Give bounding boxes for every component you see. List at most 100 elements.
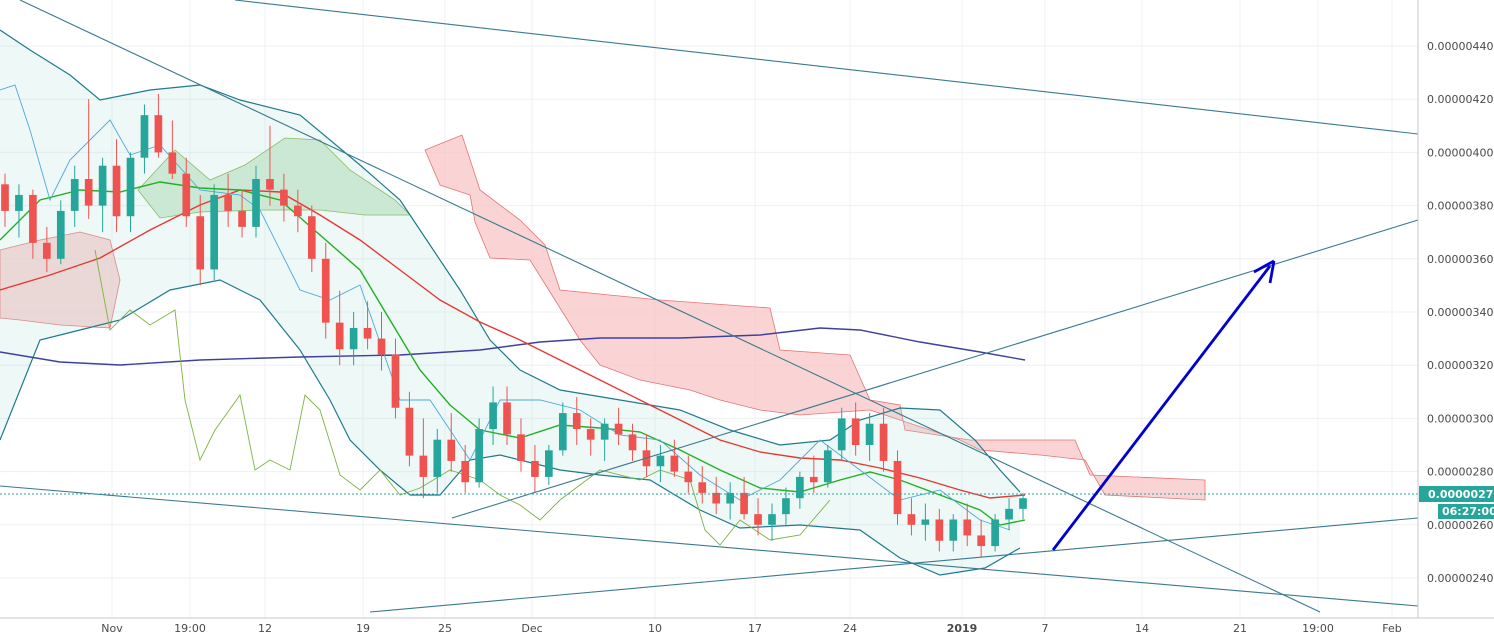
candle-up	[210, 194, 219, 270]
y-tick-label: 0.00000340	[1427, 306, 1493, 319]
candle-down	[977, 535, 985, 547]
indicator-overlays	[0, 29, 1206, 576]
candle-up	[1019, 498, 1027, 509]
candle-down	[517, 434, 525, 461]
candle-up	[475, 429, 483, 483]
candle-down	[893, 460, 902, 515]
candle-up	[545, 450, 553, 477]
candle-down	[168, 152, 177, 174]
candle-down	[335, 322, 344, 350]
ichimoku-cloud-bear	[424, 134, 1206, 501]
x-tick-label: 25	[438, 622, 452, 635]
y-tick-label: 0.00000420	[1427, 93, 1493, 106]
last-price-tag: 0.00000270	[1419, 486, 1494, 502]
trendline-descending	[19, 0, 1321, 613]
candle-up	[140, 115, 149, 158]
x-tick-label: 2019	[947, 622, 978, 635]
countdown-tag: 06:27:00	[1438, 504, 1494, 519]
candle-up	[489, 402, 497, 430]
candlestick-series	[1, 93, 1027, 557]
candle-down	[586, 429, 595, 440]
x-tick-label: 12	[258, 622, 272, 635]
x-tick-label: Dec	[521, 622, 542, 635]
candle-up	[865, 423, 874, 445]
time-axis[interactable]: Nov 19:00 12 19 25 Dec 10 17 24 2019 7 14 21 19:00 Feb	[101, 622, 1401, 635]
y-tick-label: 0.00000380	[1427, 200, 1493, 213]
candle-down	[531, 460, 539, 477]
y-tick-label: 0.00000320	[1427, 359, 1493, 372]
candle-up	[921, 519, 930, 525]
candle-up	[98, 165, 107, 206]
candle-up	[949, 519, 958, 541]
candle-down	[391, 354, 400, 408]
bollinger-upper	[0, 29, 1021, 493]
candle-down	[29, 194, 37, 243]
x-tick-label: 10	[648, 622, 662, 635]
candle-down	[224, 194, 232, 211]
candle-down	[684, 471, 693, 483]
candle-up	[823, 450, 832, 483]
trendline-rising-bottom	[369, 517, 1419, 613]
candle-down	[907, 514, 916, 525]
candle-down	[614, 423, 623, 435]
candle-down	[447, 439, 456, 461]
candle-up	[600, 423, 609, 440]
x-tick-label: 19:00	[174, 622, 206, 635]
x-tick-label: 19	[356, 622, 370, 635]
candle-up	[656, 455, 665, 467]
x-tick-label: Feb	[1382, 622, 1401, 635]
bollinger-lower	[0, 279, 1021, 576]
y-tick-label: 0.00000240	[1427, 572, 1493, 585]
x-tick-label: 7	[1042, 622, 1049, 635]
y-tick-label: 0.00000260	[1427, 519, 1493, 532]
bollinger-band-fill	[0, 30, 1020, 575]
candle-up	[782, 498, 790, 515]
candle-up	[56, 210, 65, 259]
trendlines	[0, 0, 1419, 613]
lagging-line	[94, 249, 831, 546]
candle-down	[754, 514, 762, 525]
candle-up	[796, 476, 804, 499]
candle-down	[740, 492, 748, 515]
candle-up	[15, 194, 23, 211]
candle-up	[837, 418, 846, 451]
trendline-upper-resistance	[234, 0, 1419, 135]
x-tick-label: 17	[748, 622, 762, 635]
x-tick-label: Nov	[101, 622, 123, 635]
countdown-label: 06:27:00	[1442, 505, 1494, 518]
candle-down	[851, 418, 860, 445]
candle-down	[405, 407, 414, 456]
y-tick-label: 0.00000400	[1427, 146, 1493, 159]
candle-down	[670, 455, 679, 472]
candle-down	[809, 476, 818, 483]
candle-down	[461, 460, 470, 483]
tenkan-line	[0, 84, 1011, 531]
x-tick-label: 19:00	[1302, 622, 1334, 635]
trendline-lower-support	[0, 485, 1419, 607]
candle-down	[294, 205, 302, 217]
candle-up	[252, 179, 260, 227]
y-tick-label: 0.00000360	[1427, 253, 1493, 266]
candle-down	[84, 179, 93, 206]
candle-down	[377, 338, 386, 355]
candle-down	[503, 402, 511, 435]
candle-down	[154, 115, 163, 153]
candle-down	[280, 189, 288, 206]
candle-up	[768, 514, 776, 525]
price-axis[interactable]: 0.00000240 0.00000260 0.00000280 0.00000300…	[1427, 40, 1493, 585]
candle-down	[963, 519, 972, 536]
ma-long-blue	[0, 327, 1026, 366]
candle-up	[726, 492, 734, 504]
candle-down	[698, 482, 707, 493]
last-price-label: 0.00000270	[1428, 488, 1494, 501]
candle-down	[182, 173, 191, 217]
ichimoku-cloud-bull	[137, 137, 411, 219]
x-tick-label: 21	[1233, 622, 1247, 635]
candle-up	[991, 519, 999, 547]
ma-medium-red	[0, 189, 1026, 499]
candle-up	[349, 327, 358, 350]
candle-down	[238, 210, 246, 227]
y-tick-label: 0.00000440	[1427, 40, 1493, 53]
candle-down	[363, 327, 372, 339]
